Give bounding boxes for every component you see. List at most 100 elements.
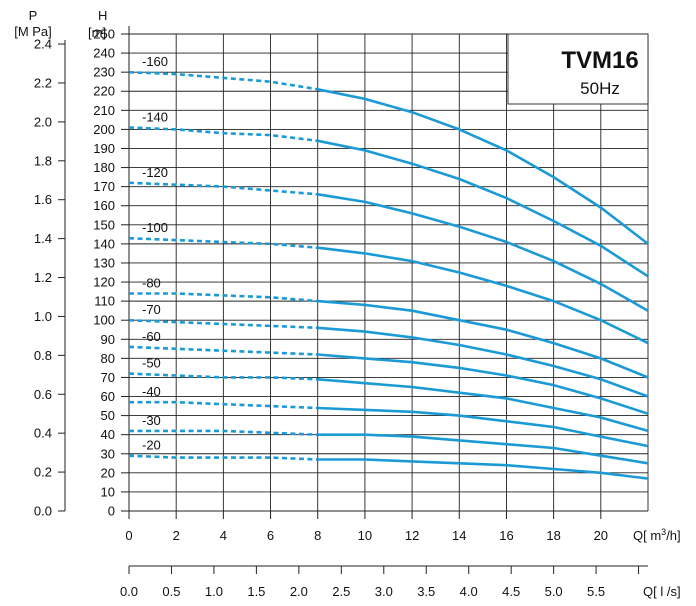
curve-solid bbox=[317, 458, 649, 480]
curve-label: -120 bbox=[142, 165, 168, 180]
curve-dashed bbox=[128, 318, 318, 330]
chart-subtitle: 50Hz bbox=[580, 79, 620, 98]
p-axis-tick-label: 2.4 bbox=[34, 37, 52, 52]
curve-label: -70 bbox=[142, 302, 161, 317]
q-axis-tick-label: 8 bbox=[314, 528, 321, 543]
qls-axis-tick-label: 3.0 bbox=[375, 584, 393, 599]
curve-label: -100 bbox=[142, 220, 168, 235]
curves bbox=[128, 70, 649, 480]
curve-solid bbox=[317, 193, 649, 312]
h-axis-tick-label: 230 bbox=[93, 65, 115, 80]
p-axis-tick-label: 0.6 bbox=[34, 387, 52, 402]
p-axis-tick-label: 2.0 bbox=[34, 114, 52, 129]
p-axis-tick-label: 1.8 bbox=[34, 153, 52, 168]
q-axis-label: Q[ m3/h] bbox=[633, 527, 681, 543]
qls-axis-tick-label: 3.5 bbox=[417, 584, 435, 599]
curve-dashed bbox=[128, 372, 318, 381]
qls-axis-tick-label: 0.5 bbox=[162, 584, 180, 599]
qls-axis-tick-label: 5.5 bbox=[587, 584, 605, 599]
q-axis-tick-label: 4 bbox=[220, 528, 227, 543]
p-axis-label: P bbox=[29, 8, 38, 23]
curve-label: -40 bbox=[142, 384, 161, 399]
h-axis-unit: [m] bbox=[88, 25, 106, 40]
curve-label: -160 bbox=[142, 54, 168, 69]
p-axis-tick-label: 0.0 bbox=[34, 504, 52, 519]
h-axis-label: H bbox=[98, 8, 107, 23]
h-axis-tick-label: 250 bbox=[93, 27, 115, 42]
curve-solid bbox=[317, 433, 649, 465]
h-axis-tick-label: 20 bbox=[101, 465, 115, 480]
curve-label: -50 bbox=[142, 356, 161, 371]
qls-axis-tick-label: 4.0 bbox=[460, 584, 478, 599]
qls-axis-tick-label: 5.0 bbox=[545, 584, 563, 599]
curve-dashed bbox=[128, 345, 318, 356]
h-axis-tick-label: 50 bbox=[101, 408, 115, 423]
p-axis-tick-label: 0.4 bbox=[34, 426, 52, 441]
qls-axis-tick-label: 2.0 bbox=[290, 584, 308, 599]
chart-title: TVM16 bbox=[561, 47, 638, 74]
curve-solid bbox=[317, 353, 649, 415]
curve-solid bbox=[317, 406, 649, 448]
h-axis-tick-label: 0 bbox=[108, 504, 115, 519]
h-axis-tick-label: 10 bbox=[101, 484, 115, 499]
q-axis-tick-label: 14 bbox=[452, 528, 466, 543]
h-axis-tick-label: 180 bbox=[93, 160, 115, 175]
curve-solid bbox=[317, 299, 649, 379]
qls-axis-tick-label: 2.5 bbox=[332, 584, 350, 599]
axes bbox=[58, 26, 648, 574]
curve-dashed bbox=[128, 126, 318, 143]
curve-dashed bbox=[128, 236, 318, 249]
h-axis-tick-label: 70 bbox=[101, 370, 115, 385]
grid bbox=[128, 33, 649, 512]
axis-texts: 0102030405060708090100110120130140150160… bbox=[14, 8, 680, 599]
q-axis-tick-label: 2 bbox=[173, 528, 180, 543]
curve-dashed bbox=[128, 181, 318, 196]
h-axis-tick-label: 240 bbox=[93, 46, 115, 61]
curve-dashed bbox=[129, 429, 318, 436]
curve-label: -80 bbox=[142, 275, 161, 290]
title-box bbox=[507, 33, 649, 105]
h-axis-tick-label: 130 bbox=[93, 255, 115, 270]
curve-label: -20 bbox=[142, 438, 161, 453]
p-axis-tick-label: 1.6 bbox=[34, 192, 52, 207]
q-axis-tick-label: 16 bbox=[499, 528, 513, 543]
p-axis-tick-label: 1.4 bbox=[34, 231, 52, 246]
curve-solid bbox=[317, 139, 649, 278]
curve-label: -60 bbox=[142, 329, 161, 344]
p-axis-tick-label: 1.2 bbox=[34, 270, 52, 285]
h-axis-tick-label: 220 bbox=[93, 84, 115, 99]
p-axis-tick-label: 1.0 bbox=[34, 309, 52, 324]
curve-solid bbox=[317, 326, 649, 398]
curve-solid bbox=[317, 88, 649, 245]
q-axis-tick-label: 20 bbox=[594, 528, 608, 543]
h-axis-tick-label: 150 bbox=[93, 217, 115, 232]
qls-axis-tick-label: 1.0 bbox=[205, 584, 223, 599]
h-axis-tick-label: 90 bbox=[101, 332, 115, 347]
q-axis-tick-label: 0 bbox=[125, 528, 132, 543]
q-axis-tick-label: 12 bbox=[405, 528, 419, 543]
p-axis-tick-label: 2.2 bbox=[34, 75, 52, 90]
curve-dashed bbox=[128, 454, 318, 461]
curve-label: -30 bbox=[142, 413, 161, 428]
h-axis-tick-label: 120 bbox=[93, 275, 115, 290]
h-axis-tick-label: 140 bbox=[93, 236, 115, 251]
h-axis-tick-label: 200 bbox=[93, 122, 115, 137]
curve-solid bbox=[317, 246, 649, 345]
q-axis-tick-label: 6 bbox=[267, 528, 274, 543]
curve-solid bbox=[317, 378, 649, 433]
curve-label: -140 bbox=[142, 109, 168, 124]
h-axis-tick-label: 80 bbox=[101, 351, 115, 366]
h-axis-tick-label: 160 bbox=[93, 198, 115, 213]
h-axis-tick-label: 190 bbox=[93, 141, 115, 156]
curve-dashed bbox=[129, 292, 318, 303]
qls-axis-label: Q[ l /s] bbox=[643, 584, 681, 599]
p-axis-tick-label: 0.8 bbox=[34, 348, 52, 363]
q-axis-tick-label: 10 bbox=[358, 528, 372, 543]
q-axis-tick-label: 18 bbox=[546, 528, 560, 543]
p-axis-tick-label: 0.2 bbox=[34, 465, 52, 480]
qls-axis-tick-label: 0.0 bbox=[120, 584, 138, 599]
h-axis-tick-label: 170 bbox=[93, 179, 115, 194]
h-axis-tick-label: 100 bbox=[93, 313, 115, 328]
qls-axis-tick-label: 4.5 bbox=[502, 584, 520, 599]
